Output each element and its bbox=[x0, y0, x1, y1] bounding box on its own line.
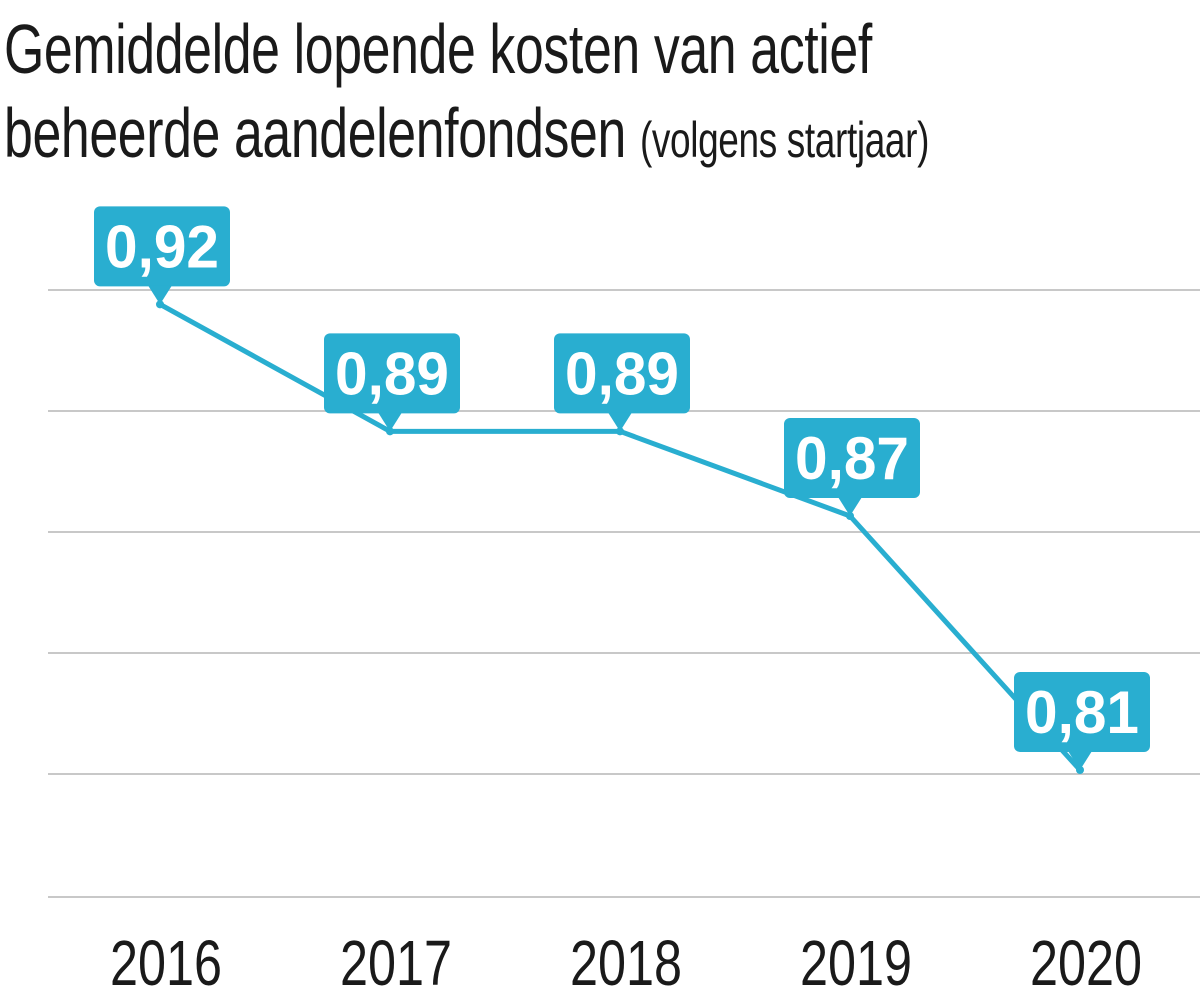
data-label-pointer bbox=[838, 497, 862, 516]
data-label-pointer bbox=[608, 412, 632, 432]
data-label-callout: 0,92 bbox=[94, 206, 230, 305]
x-tick-label: 2019 bbox=[800, 927, 912, 998]
chart-title-text-1: Gemiddelde lopende kosten van actief bbox=[4, 10, 872, 88]
data-label-box bbox=[94, 206, 230, 287]
data-label-callout: 0,89 bbox=[324, 333, 460, 432]
data-label-box bbox=[554, 333, 690, 414]
chart-title-line-1: Gemiddelde lopende kosten van actief bbox=[4, 8, 872, 90]
x-axis-ticks: 2016 2017 2018 2019 2020 bbox=[110, 927, 1142, 998]
x-tick-label: 2018 bbox=[570, 927, 682, 998]
data-label-text: 0,89 bbox=[565, 340, 679, 407]
gridlines bbox=[48, 289, 1200, 898]
chart-title-text-2: beheerde aandelenfondsen bbox=[4, 94, 626, 172]
x-tick-label: 2017 bbox=[340, 927, 452, 998]
data-label-callout: 0,89 bbox=[554, 333, 690, 432]
data-label-pointer bbox=[378, 412, 402, 432]
data-label-pointer bbox=[1068, 751, 1092, 770]
data-label-box bbox=[324, 333, 460, 414]
chart-title-line-2: beheerde aandelenfondsen (volgens startj… bbox=[4, 92, 929, 181]
data-label-text: 0,89 bbox=[335, 340, 449, 407]
x-tick-label: 2016 bbox=[110, 927, 222, 998]
data-labels: 0,92 0,89 0,89 0,87 0,81 bbox=[94, 206, 1150, 774]
data-label-box bbox=[784, 418, 920, 498]
data-label-text: 0,81 bbox=[1025, 679, 1139, 746]
data-label-callout: 0,81 bbox=[1014, 672, 1150, 770]
data-label-text: 0,92 bbox=[105, 213, 219, 280]
data-label-callout: 0,87 bbox=[784, 418, 920, 516]
chart-subtitle: (volgens startjaar) bbox=[639, 112, 930, 168]
data-label-box bbox=[1014, 672, 1150, 752]
data-label-text: 0,87 bbox=[795, 425, 909, 492]
data-label-pointer bbox=[148, 285, 172, 305]
x-tick-label: 2020 bbox=[1030, 927, 1142, 998]
